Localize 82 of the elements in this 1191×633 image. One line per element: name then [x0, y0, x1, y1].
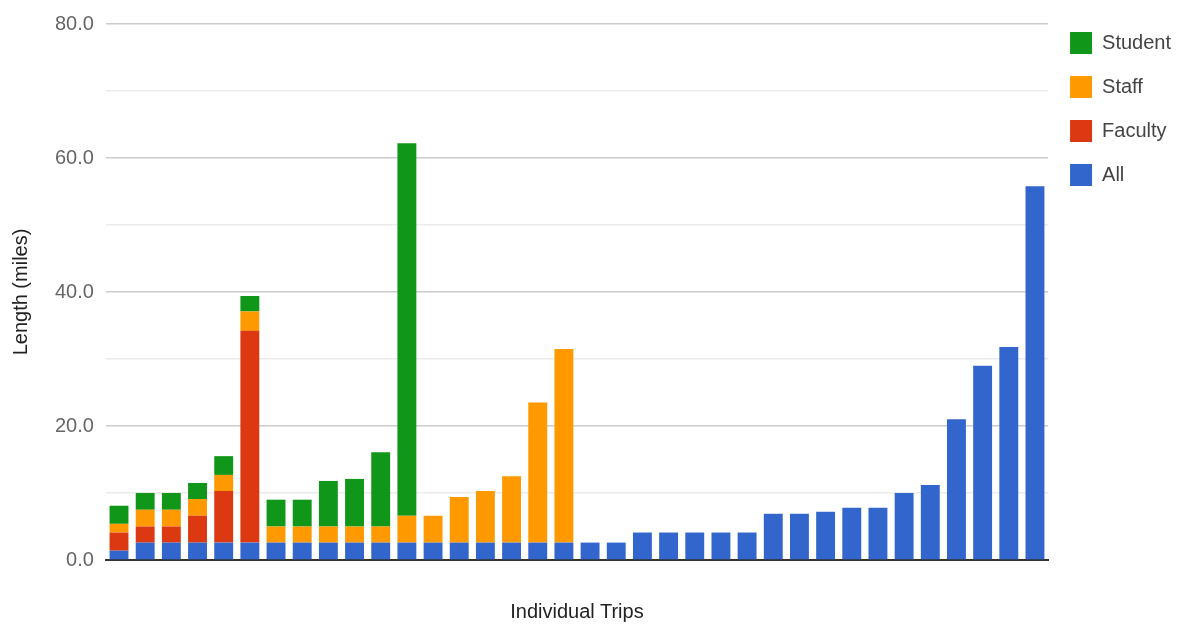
bar	[371, 526, 391, 543]
legend-label: Faculty	[1102, 118, 1167, 141]
bar	[502, 542, 522, 560]
bar	[109, 523, 129, 533]
bar	[528, 542, 548, 560]
bar	[502, 476, 522, 543]
y-tick-label: 40.0	[54, 279, 94, 302]
bar	[318, 542, 338, 560]
bar	[318, 526, 338, 543]
legend-label: Student	[1102, 30, 1172, 53]
bar	[816, 511, 836, 560]
bar	[632, 532, 652, 560]
bar	[475, 490, 495, 543]
bar	[868, 507, 888, 560]
bar	[135, 542, 155, 560]
bar	[449, 497, 469, 543]
bar	[894, 493, 914, 560]
bar	[161, 509, 181, 527]
bar	[135, 493, 155, 510]
bar	[842, 507, 862, 560]
bar	[240, 330, 260, 543]
bar	[161, 526, 181, 543]
bar	[947, 419, 966, 560]
legend-label: Staff	[1102, 74, 1144, 97]
bar	[214, 490, 234, 543]
bar	[580, 542, 600, 560]
bar	[1025, 186, 1045, 560]
bar	[161, 542, 181, 560]
bar	[345, 478, 364, 527]
bar	[240, 296, 260, 312]
bar	[188, 515, 207, 543]
bar	[345, 542, 364, 560]
y-tick-label: 80.0	[54, 11, 94, 34]
bar	[397, 515, 417, 543]
bar	[397, 143, 417, 516]
bar	[109, 532, 129, 551]
bar	[292, 526, 312, 543]
bar	[659, 532, 679, 560]
bar	[711, 532, 731, 560]
bar	[266, 499, 286, 527]
bar	[292, 499, 312, 527]
y-tick-label: 20.0	[54, 413, 94, 436]
bar	[161, 493, 181, 510]
bar	[423, 515, 443, 543]
bar	[475, 542, 495, 560]
x-axis-title: Individual Trips	[510, 599, 644, 622]
bar	[345, 526, 364, 543]
bar	[999, 346, 1019, 560]
bar	[554, 348, 574, 543]
y-tick-label: 0.0	[66, 547, 94, 570]
bar	[449, 542, 469, 560]
bar	[266, 542, 286, 560]
bar	[188, 482, 207, 500]
y-tick-label: 60.0	[54, 145, 94, 168]
bar	[554, 542, 574, 560]
bar	[371, 452, 391, 527]
bar	[528, 402, 548, 543]
bar	[292, 542, 312, 560]
bar	[188, 499, 207, 516]
bar	[266, 526, 286, 543]
bar	[397, 542, 417, 560]
bar	[109, 505, 129, 524]
bar	[135, 509, 155, 527]
bar	[214, 542, 234, 560]
legend-label: All	[1102, 162, 1125, 185]
bar	[685, 532, 705, 560]
y-axis-title: Length (miles)	[8, 228, 31, 356]
bar	[606, 542, 626, 560]
bar	[318, 480, 338, 527]
bar	[240, 311, 260, 331]
bar	[423, 542, 443, 560]
bar	[789, 513, 809, 560]
bar	[214, 456, 234, 475]
bar	[763, 513, 783, 560]
bar	[135, 526, 155, 543]
bar	[737, 532, 757, 560]
bar	[973, 365, 993, 560]
bar	[214, 474, 234, 491]
bar	[371, 542, 391, 560]
bar	[920, 484, 940, 560]
bar	[188, 542, 207, 560]
bar	[240, 542, 260, 560]
